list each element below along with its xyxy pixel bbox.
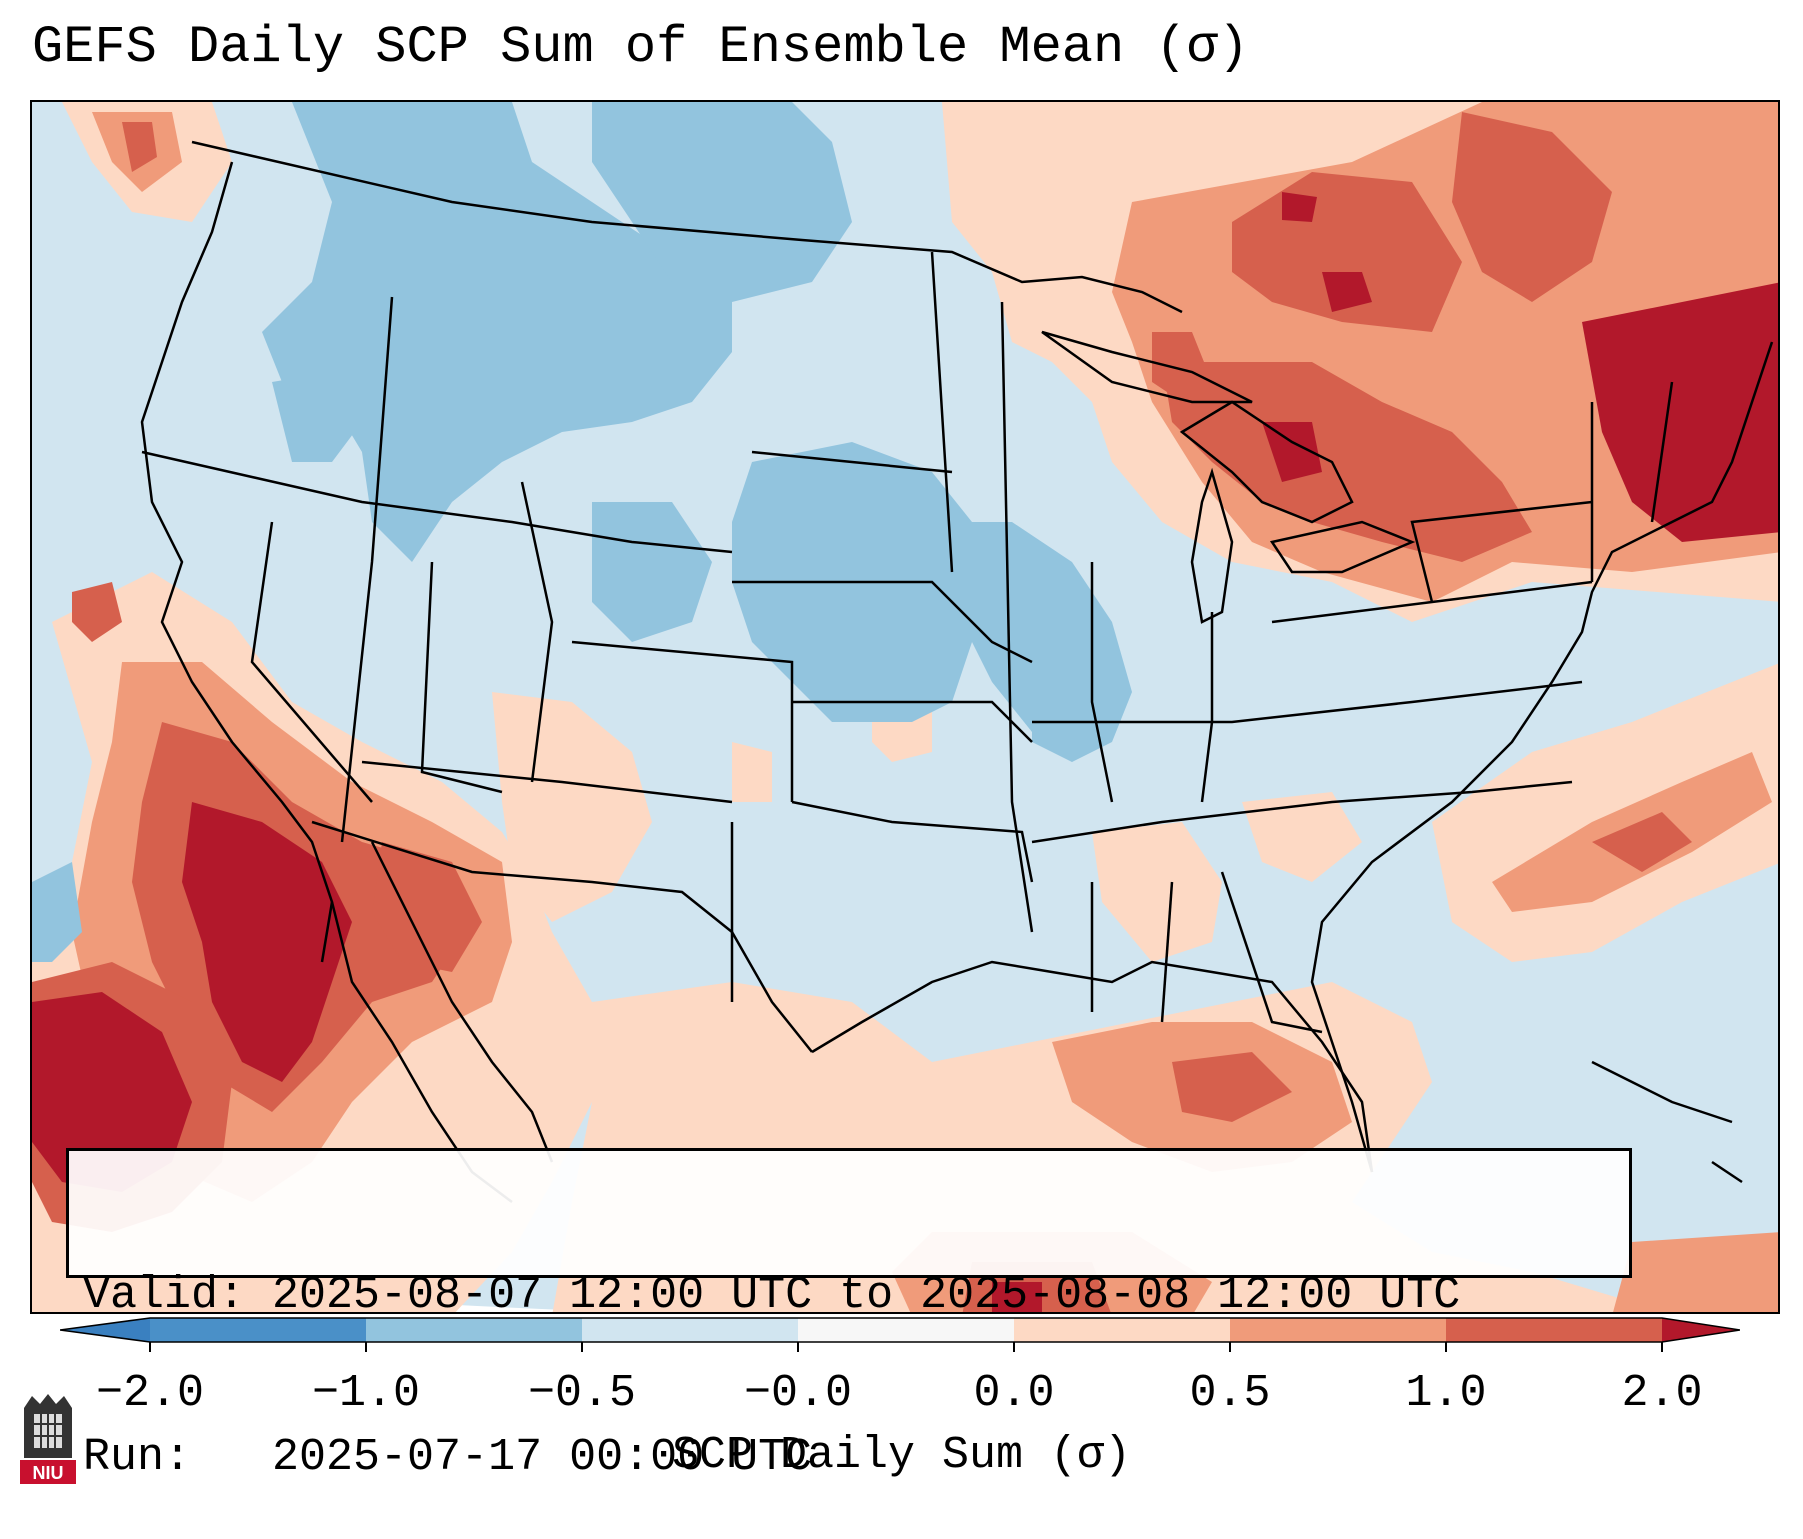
colorbar-tick-label: −1.0 (311, 1368, 421, 1419)
colorbar-tick-label: −0.0 (743, 1368, 853, 1419)
colorbar-bin (1014, 1318, 1230, 1342)
anomaly-map (32, 102, 1778, 1312)
colorbar-bin (1446, 1318, 1662, 1342)
colorbar-ticks: −2.0 −1.0 −0.5 −0.0 0.0 0.5 1.0 2.0 (0, 1368, 1803, 1428)
niu-logo: NIU (20, 1394, 76, 1484)
colorbar-tick-label: −2.0 (95, 1368, 205, 1419)
colorbar-tick-label: 0.5 (1189, 1368, 1271, 1419)
validity-info-box: Valid: 2025-08-07 12:00 UTC to 2025-08-0… (66, 1148, 1632, 1483)
colorbar-extend-high (1662, 1318, 1740, 1342)
colorbar-bin (150, 1318, 366, 1342)
colorbar-tick-label: 1.0 (1405, 1368, 1487, 1419)
boundary-lines (140, 140, 1774, 1203)
colorbar-tick-label: −0.5 (527, 1368, 637, 1419)
colorbar-bin (582, 1318, 798, 1342)
map-panel (30, 100, 1780, 1314)
colorbar-tick-label: 0.0 (973, 1368, 1055, 1419)
run-time-line: Run: 2025-07-17 00:00 UTC (83, 1432, 813, 1483)
colorbar-label: SCP Daily Sum (σ) (671, 1430, 1132, 1481)
chart-title: GEFS Daily SCP Sum of Ensemble Mean (σ) (32, 18, 1249, 77)
colorbar (60, 1317, 1740, 1352)
colorbar-bin (366, 1318, 582, 1342)
colorbar-bin (1230, 1318, 1446, 1342)
colorbar-bin (798, 1318, 1014, 1342)
colorbar-extend-low (60, 1318, 150, 1342)
logo-text: NIU (33, 1463, 64, 1483)
colorbar-tick-label: 2.0 (1621, 1368, 1703, 1419)
anomaly-field (32, 102, 1778, 1312)
valid-time-line: Valid: 2025-08-07 12:00 UTC to 2025-08-0… (83, 1270, 1461, 1321)
